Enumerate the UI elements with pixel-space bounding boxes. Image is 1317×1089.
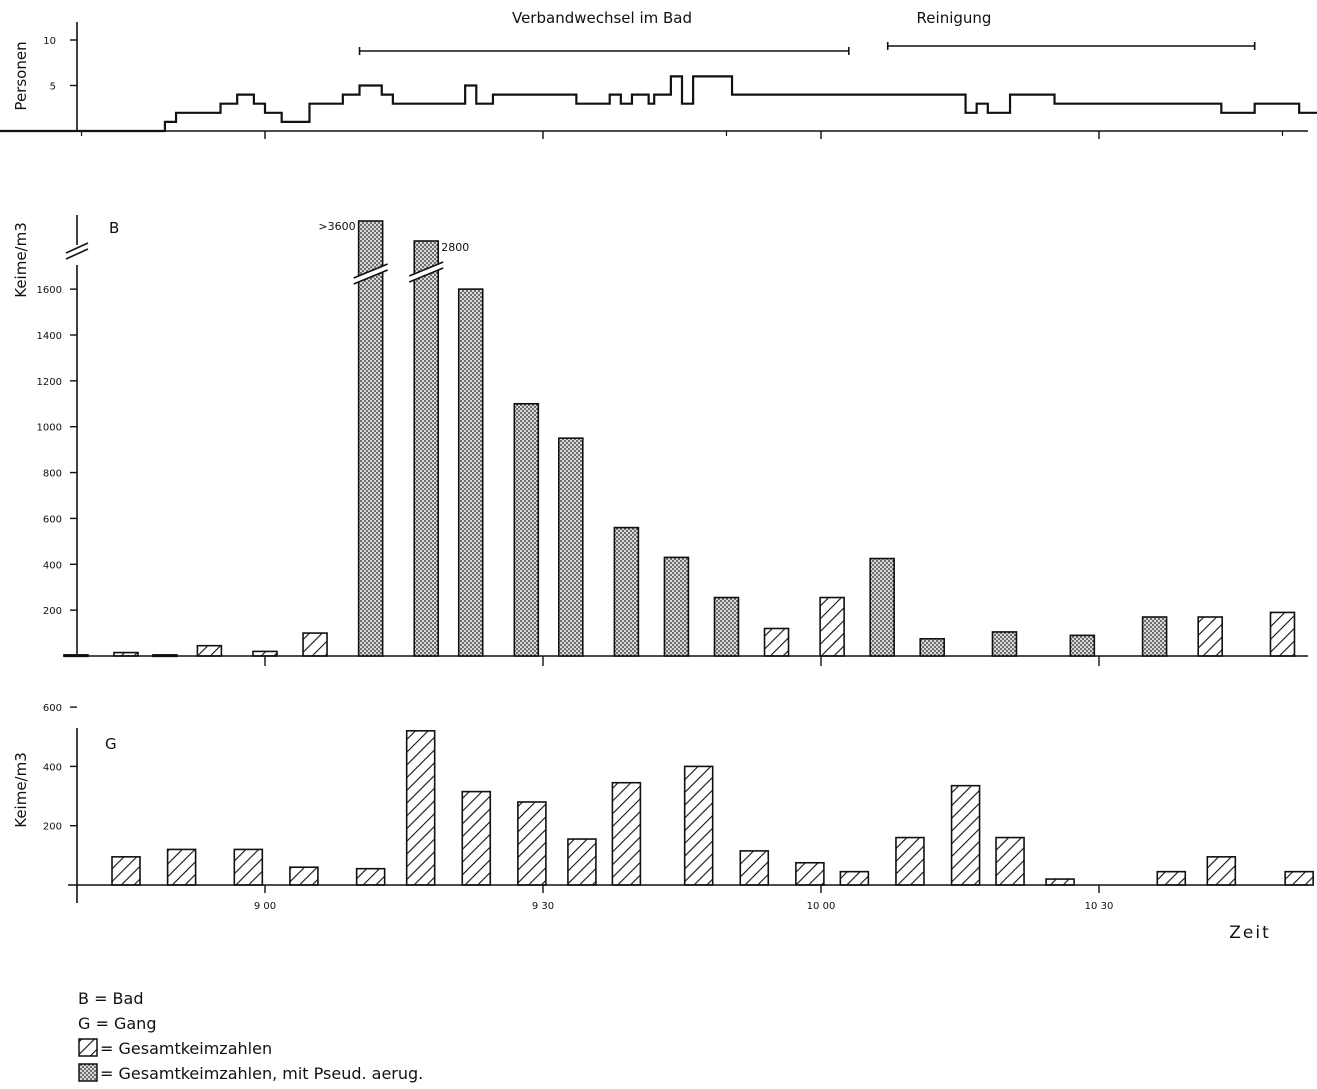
- x-tick-label: 10 30: [1085, 901, 1114, 912]
- g-bar: [405, 730, 436, 886]
- personen-y-label: Personen: [12, 41, 30, 110]
- legend-dot: = Gesamtkeimzahlen, mit Pseud. aerug.: [100, 1064, 423, 1083]
- legend-g: G = Gang: [78, 1014, 156, 1033]
- b-bar: [302, 632, 328, 657]
- g-y-tick-label: 600: [43, 703, 62, 714]
- b-bar-break-line: [408, 267, 444, 283]
- b-y-tick-label: 800: [43, 469, 62, 480]
- g-panel-label: G: [105, 735, 117, 753]
- legend-b: B = Bad: [78, 989, 144, 1008]
- b-bar: [1141, 616, 1168, 657]
- g-bar: [795, 861, 825, 886]
- b-bar: [557, 437, 584, 657]
- b-bar: [991, 631, 1018, 657]
- b-bar-break-line: [353, 263, 388, 279]
- g-bar: [517, 801, 547, 886]
- b-y-tick-label: 1400: [37, 331, 62, 342]
- period-label: Verbandwechsel im Bad: [512, 9, 692, 27]
- b-bar: [196, 644, 223, 657]
- b-bar: [63, 654, 89, 658]
- period-label: Reinigung: [917, 9, 992, 27]
- b-y-tick-label: 400: [43, 560, 62, 571]
- g-bar: [567, 838, 597, 886]
- b-y-tick-label: 1200: [37, 377, 62, 388]
- legend-dot-swatch: [78, 1063, 98, 1082]
- b-axis-break: [65, 242, 89, 254]
- personen-y-tick-label: 10: [43, 36, 56, 47]
- g-bar: [895, 836, 925, 886]
- x-tick-label: 9 30: [532, 901, 554, 912]
- b-bar: [869, 557, 895, 657]
- g-bar: [1206, 856, 1237, 886]
- g-bar: [355, 867, 386, 886]
- personen-step-line: [0, 75, 1317, 133]
- b-panel-label: B: [109, 219, 119, 237]
- legend-hatch-swatch: [78, 1038, 98, 1057]
- g-bar: [950, 784, 981, 886]
- x-axis-label: Zeit: [1229, 923, 1271, 943]
- g-bar: [611, 781, 642, 886]
- b-y-tick-label: 1000: [37, 423, 62, 434]
- b-bar: [113, 651, 139, 657]
- g-bar: [839, 870, 870, 886]
- b-bar: [663, 556, 690, 657]
- g-y-label: Keime/m3: [12, 752, 30, 828]
- personen-y-tick-label: 5: [50, 82, 56, 93]
- b-bar-break-line: [353, 269, 388, 285]
- g-bar: [1284, 870, 1314, 886]
- b-bar: [252, 650, 278, 657]
- b-bar: [457, 288, 484, 657]
- b-bar-annotation: >3600: [318, 220, 355, 233]
- b-y-tick-label: 200: [43, 606, 62, 617]
- b-bar: [357, 220, 384, 657]
- b-bar: [1269, 611, 1296, 657]
- g-bar: [461, 790, 492, 886]
- x-tick-label: 9 00: [254, 901, 276, 912]
- b-bar-break-line: [408, 261, 444, 277]
- b-bar-break-gap: [410, 262, 443, 282]
- g-bar: [289, 866, 319, 886]
- g-y-tick-label: 200: [43, 822, 62, 833]
- b-axis-break: [65, 248, 89, 260]
- g-bar: [111, 856, 141, 886]
- b-bar: [613, 526, 640, 657]
- b-bar: [1197, 616, 1223, 657]
- b-bar: [919, 638, 946, 657]
- x-tick-label: 10 00: [807, 901, 836, 912]
- b-bar: [152, 654, 178, 658]
- g-bar: [1156, 870, 1187, 886]
- g-bar: [233, 848, 264, 886]
- g-bar: [683, 765, 714, 886]
- b-bar-break-gap: [354, 264, 387, 284]
- b-bar: [513, 402, 540, 657]
- legend-hatch: = Gesamtkeimzahlen: [100, 1039, 272, 1058]
- b-bar: [1069, 634, 1096, 657]
- g-bar: [1045, 878, 1075, 886]
- g-bar: [995, 836, 1025, 886]
- g-bar: [166, 848, 197, 886]
- b-bar: [763, 627, 790, 657]
- b-y-label: Keime/m3: [12, 222, 30, 298]
- b-bar: [413, 240, 440, 657]
- b-bar: [819, 596, 845, 657]
- b-y-tick-label: 600: [43, 514, 62, 525]
- b-y-tick-label: 1600: [37, 285, 62, 296]
- g-bar: [739, 850, 770, 886]
- b-bar-annotation: 2800: [441, 241, 469, 254]
- g-y-tick-label: 400: [43, 762, 62, 773]
- b-bar: [713, 596, 740, 657]
